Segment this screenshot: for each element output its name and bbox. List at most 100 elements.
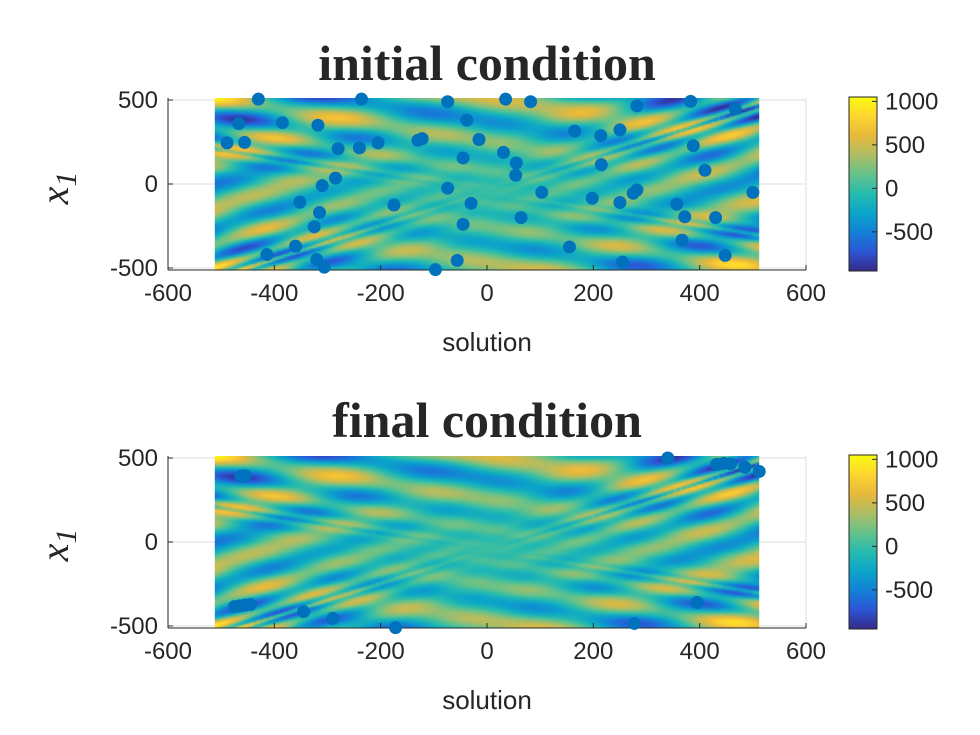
scatter-point — [752, 464, 766, 478]
scatter-point — [464, 196, 478, 210]
scatter-point — [238, 135, 252, 149]
scatter-point — [690, 595, 704, 609]
heatmap-field — [214, 456, 760, 628]
scatter-point — [616, 255, 630, 269]
x-tick-label: 200 — [573, 638, 613, 665]
heatmap-field — [214, 98, 760, 270]
scatter-point — [293, 195, 307, 209]
colorbar-tick-label: 0 — [885, 175, 898, 202]
x-tick-label: 0 — [480, 638, 493, 665]
colorbar-tick-label: 0 — [885, 533, 898, 560]
scatter-point — [472, 132, 486, 146]
scatter-point — [371, 136, 385, 150]
scatter-point — [289, 239, 303, 253]
x-tick-label: 600 — [786, 280, 826, 307]
colorbar: 1000 500 0 -500 — [848, 88, 938, 272]
x-tick-label: 200 — [573, 280, 613, 307]
subplot-final: final condition -600 -400 -200 0 200 400 600 -… — [32, 392, 938, 715]
x-tick-label: -200 — [357, 638, 405, 665]
scatter-point — [456, 151, 470, 165]
scatter-point — [585, 191, 599, 205]
scatter-point — [630, 99, 644, 113]
scatter-point — [509, 156, 523, 170]
x-axis-label: solution — [442, 327, 532, 357]
colorbar-tick-label: 1000 — [885, 446, 938, 473]
x-tick-label: 400 — [680, 280, 720, 307]
scatter-point — [678, 210, 692, 224]
scatter-point — [220, 136, 234, 150]
scatter-point — [238, 469, 252, 483]
scatter-point — [728, 102, 742, 116]
scatter-point — [441, 95, 455, 109]
y-tick-label: -500 — [110, 255, 158, 282]
scatter-point — [670, 197, 684, 211]
colorbar-tick-label: 500 — [885, 132, 925, 159]
scatter-point — [355, 92, 369, 106]
scatter-point — [275, 116, 289, 130]
scatter-point — [613, 123, 627, 137]
x-ticks: -600 -400 -200 0 200 400 600 — [144, 623, 826, 665]
scatter-point — [307, 220, 321, 234]
scatter-point — [509, 168, 523, 182]
scatter-point — [709, 211, 723, 225]
colorbar: 1000 500 0 -500 — [848, 446, 938, 630]
scatter-point — [698, 163, 712, 177]
scatter-point — [352, 141, 366, 155]
scatter-point — [627, 616, 641, 630]
subplot-initial: initial condition -600 -400 -200 0 200 400 600… — [32, 35, 938, 357]
scatter-point — [514, 211, 528, 225]
scatter-point — [499, 92, 513, 106]
scatter-point — [496, 145, 510, 159]
scatter-point — [315, 179, 329, 193]
scatter-point — [746, 185, 760, 199]
scatter-point — [562, 240, 576, 254]
scatter-point — [251, 92, 265, 106]
chart-title: final condition — [332, 392, 642, 448]
scatter-point — [524, 95, 538, 109]
y-ticks: -500 0 500 — [110, 445, 173, 640]
scatter-point — [415, 132, 429, 146]
x-tick-label: 400 — [680, 638, 720, 665]
scatter-point — [389, 621, 403, 635]
colorbar-tick-label: -500 — [885, 577, 933, 604]
chart-title: initial condition — [318, 35, 656, 91]
scatter-point — [260, 248, 274, 262]
y-axis-label: x1 — [32, 529, 83, 563]
scatter-points — [227, 451, 766, 635]
y-tick-label: 500 — [118, 87, 158, 114]
scatter-point — [387, 198, 401, 212]
scatter-point — [428, 263, 442, 277]
x-tick-label: -600 — [144, 638, 192, 665]
y-ticks: -500 0 500 — [110, 87, 173, 282]
scatter-point — [661, 451, 675, 465]
scatter-point — [613, 195, 627, 209]
x-tick-label: -400 — [250, 638, 298, 665]
scatter-point — [594, 158, 608, 172]
scatter-point — [450, 253, 464, 267]
scatter-point — [724, 457, 738, 471]
x-tick-label: -400 — [250, 280, 298, 307]
scatter-point — [441, 181, 455, 195]
y-tick-label: 0 — [145, 171, 158, 198]
x-tick-label: 0 — [480, 280, 493, 307]
y-axis-label: x1 — [32, 172, 83, 206]
colorbar-tick-label: 500 — [885, 490, 925, 517]
x-tick-label: 600 — [786, 638, 826, 665]
scatter-point — [686, 139, 700, 153]
scatter-point — [243, 597, 257, 611]
x-axis-label: solution — [442, 685, 532, 715]
scatter-point — [568, 124, 582, 138]
colorbar-tick-label: 1000 — [885, 88, 938, 115]
x-tick-label: -200 — [357, 280, 405, 307]
scatter-point — [297, 605, 311, 619]
y-tick-label: -500 — [110, 613, 158, 640]
scatter-point — [232, 117, 246, 131]
x-ticks: -600 -400 -200 0 200 400 600 — [144, 265, 826, 307]
scatter-point — [313, 206, 327, 220]
colorbar-tick-label: -500 — [885, 219, 933, 246]
scatter-point — [675, 233, 689, 247]
scatter-point — [460, 113, 474, 127]
scatter-point — [317, 260, 331, 274]
scatter-point — [684, 94, 698, 108]
scatter-point — [718, 248, 732, 262]
